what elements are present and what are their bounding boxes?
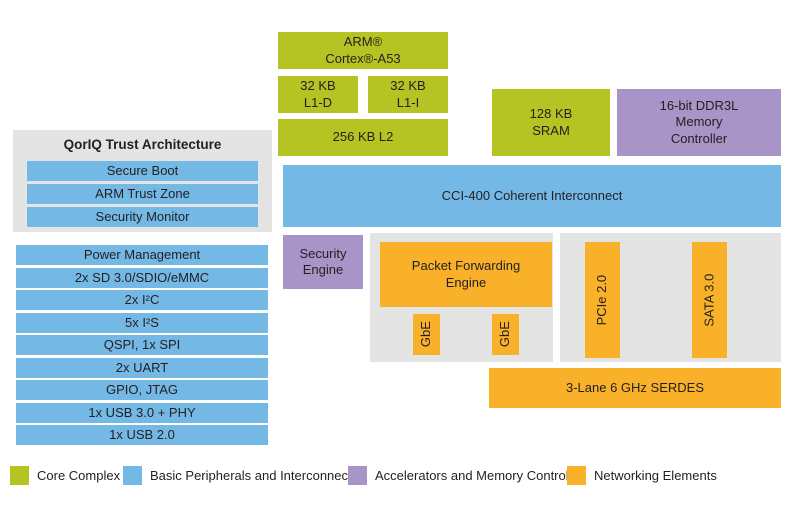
l1-dcache-block: 32 KB L1-D bbox=[278, 76, 358, 113]
legend-swatch-core-complex bbox=[10, 466, 29, 485]
legend-item-core-complex: Core Complex bbox=[10, 466, 120, 485]
gbe-port-1-block: GbE bbox=[413, 314, 440, 355]
trust-architecture-header: QorIQ Trust Architecture bbox=[63, 136, 222, 152]
secure-boot-block: Secure Boot bbox=[27, 161, 258, 181]
legend-item-basic-peripherals: Basic Peripherals and Interconnect bbox=[123, 466, 352, 485]
ddr3l-memory-controller-block: 16-bit DDR3L Memory Controller bbox=[617, 89, 781, 156]
uart-block: 2x UART bbox=[16, 358, 268, 378]
cci-400-interconnect-block: CCI-400 Coherent Interconnect bbox=[283, 165, 781, 227]
legend-label-core-complex: Core Complex bbox=[37, 468, 121, 483]
arm-trust-zone-block: ARM Trust Zone bbox=[27, 184, 258, 204]
legend-swatch-accelerators bbox=[348, 466, 367, 485]
sata-block: SATA 3.0 bbox=[692, 242, 727, 358]
pcie-block: PCIe 2.0 bbox=[585, 242, 620, 358]
legend-label-accelerators: Accelerators and Memory Control bbox=[375, 468, 569, 483]
sram-block: 128 KB SRAM bbox=[492, 89, 610, 156]
legend-label-basic-peripherals: Basic Peripherals and Interconnect bbox=[150, 468, 352, 483]
legend-swatch-networking bbox=[567, 466, 586, 485]
serdes-block: 3-Lane 6 GHz SERDES bbox=[489, 368, 781, 408]
usb2-block: 1x USB 2.0 bbox=[16, 425, 268, 445]
legend-item-networking: Networking Elements bbox=[567, 466, 717, 485]
security-engine-block: Security Engine bbox=[283, 235, 363, 289]
l1-icache-block: 32 KB L1-I bbox=[368, 76, 448, 113]
power-management-block: Power Management bbox=[16, 245, 268, 265]
usb3-phy-block: 1x USB 3.0 + PHY bbox=[16, 403, 268, 423]
l2-cache-block: 256 KB L2 bbox=[278, 119, 448, 156]
gbe-port-2-block: GbE bbox=[492, 314, 519, 355]
qspi-spi-block: QSPI, 1x SPI bbox=[16, 335, 268, 355]
sd-sdio-emmc-block: 2x SD 3.0/SDIO/eMMC bbox=[16, 268, 268, 288]
legend-item-accelerators: Accelerators and Memory Control bbox=[348, 466, 569, 485]
arm-cortex-a53-block: ARM® Cortex®-A53 bbox=[278, 32, 448, 69]
security-monitor-block: Security Monitor bbox=[27, 207, 258, 227]
legend-label-networking: Networking Elements bbox=[594, 468, 717, 483]
gpio-jtag-block: GPIO, JTAG bbox=[16, 380, 268, 400]
packet-forwarding-engine-block: Packet Forwarding Engine bbox=[380, 242, 552, 307]
legend-swatch-basic-peripherals bbox=[123, 466, 142, 485]
i2c-block: 2x I²C bbox=[16, 290, 268, 310]
i2s-block: 5x I²S bbox=[16, 313, 268, 333]
